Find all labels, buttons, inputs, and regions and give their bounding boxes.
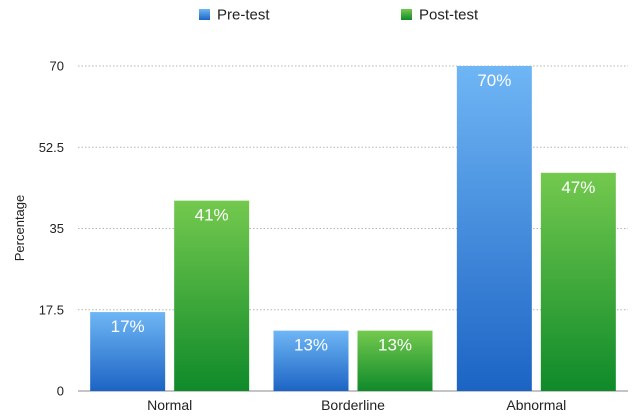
x-category-label-abnormal: Abnormal xyxy=(506,397,566,413)
value-label-post-test-borderline: 13% xyxy=(378,336,412,355)
legend-label-pre-test: Pre-test xyxy=(217,7,270,24)
legend: Pre-test Post-test xyxy=(199,7,479,24)
x-category-label-borderline: Borderline xyxy=(321,397,385,413)
y-axis-title: Percentage xyxy=(12,195,27,262)
x-category-label-normal: Normal xyxy=(147,397,192,413)
y-tick-label: 52.5 xyxy=(39,140,64,155)
y-tick-label: 0 xyxy=(57,384,64,399)
value-label-pre-test-borderline: 13% xyxy=(294,336,328,355)
y-tick-label: 70 xyxy=(50,59,64,74)
value-label-post-test-abnormal: 47% xyxy=(561,178,595,197)
bar-pre-test-borderline xyxy=(273,330,349,391)
y-axis-ticks: 0 17.5 35 52.5 70 xyxy=(39,59,64,399)
bar-post-test-borderline xyxy=(357,330,433,391)
value-label-pre-test-abnormal: 70% xyxy=(477,71,511,90)
legend-swatch-post-test xyxy=(401,9,412,20)
bar-pre-test-normal xyxy=(90,312,166,391)
bar-post-test-abnormal xyxy=(540,172,616,391)
value-label-pre-test-normal: 17% xyxy=(111,317,145,336)
x-axis-categories: Normal Borderline Abnormal xyxy=(147,397,566,413)
value-label-post-test-normal: 41% xyxy=(195,206,229,225)
bars xyxy=(90,66,616,391)
bar-pre-test-abnormal xyxy=(456,66,532,391)
legend-label-post-test: Post-test xyxy=(419,7,479,24)
y-tick-label: 35 xyxy=(50,221,64,236)
legend-swatch-pre-test xyxy=(199,9,210,20)
bar-post-test-normal xyxy=(174,200,250,391)
gridlines xyxy=(78,65,628,392)
y-tick-label: 17.5 xyxy=(39,302,64,317)
value-labels: 17% 41% 13% 13% 70% 47% xyxy=(111,71,596,355)
